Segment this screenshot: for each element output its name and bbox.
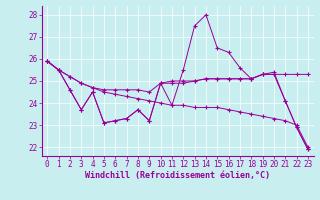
- X-axis label: Windchill (Refroidissement éolien,°C): Windchill (Refroidissement éolien,°C): [85, 171, 270, 180]
